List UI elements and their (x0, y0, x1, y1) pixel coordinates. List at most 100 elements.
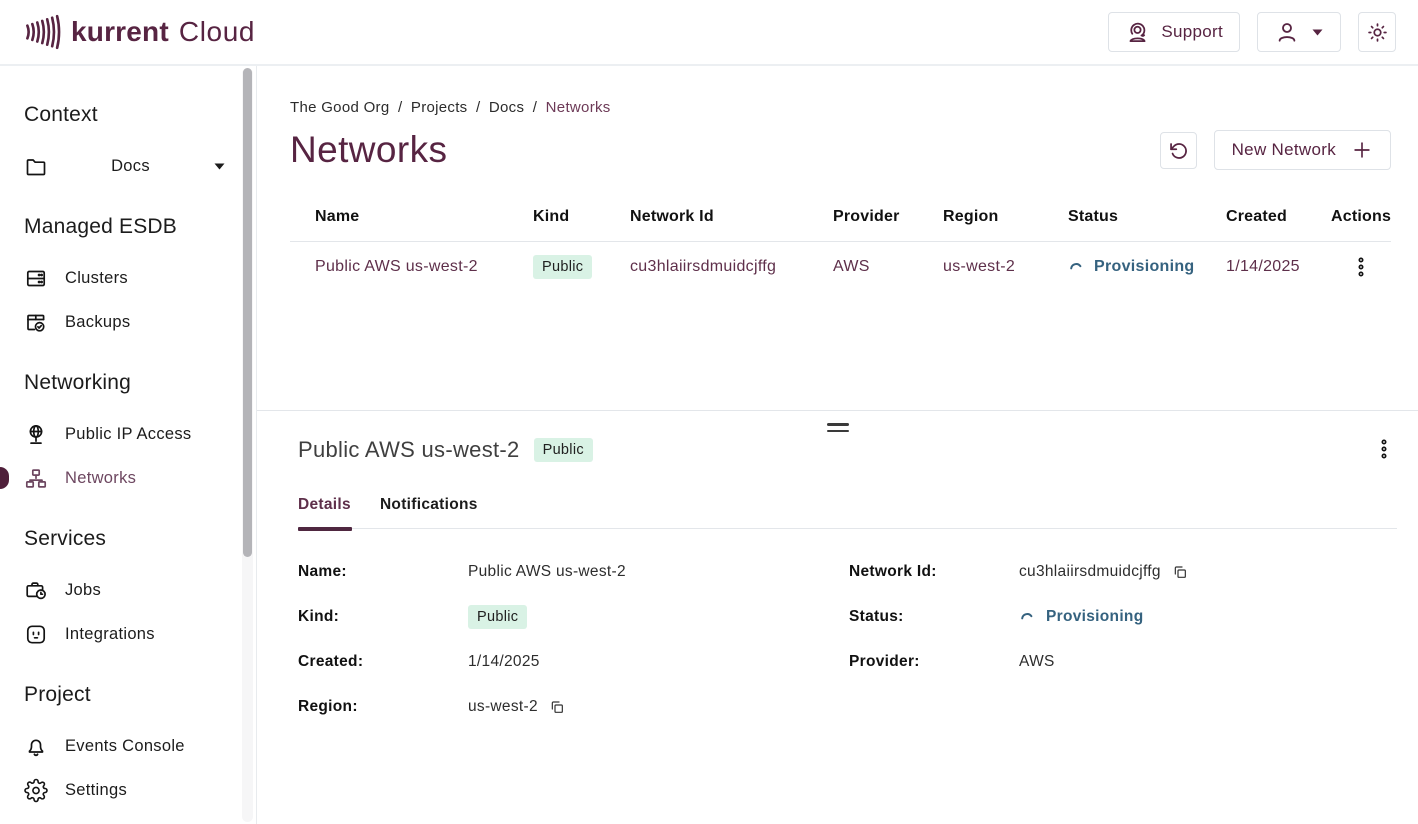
project-selector[interactable]: Docs (24, 154, 226, 178)
clusters-icon (26, 270, 46, 286)
panel-resize-handle[interactable] (826, 423, 849, 432)
sidebar-item-integrations[interactable]: Integrations (24, 622, 226, 646)
breadcrumb-projects[interactable]: Projects (410, 99, 468, 116)
sidebar-item-jobs[interactable]: Jobs (24, 578, 226, 602)
field-region: Region: us-west-2 (298, 695, 849, 719)
gear-icon (24, 778, 48, 802)
field-label: Created: (298, 653, 364, 670)
bell-icon (28, 738, 44, 756)
brand-logo[interactable]: kurrent Cloud (24, 13, 255, 51)
detail-fields: Name: Public AWS us-west-2 Kind: Public … (298, 560, 1394, 740)
main-content: The Good Org / Projects / Docs / Network… (257, 66, 1418, 824)
column-header-status[interactable]: Status (1068, 208, 1226, 242)
status-text: Provisioning (1094, 258, 1195, 275)
brand-suffix: Cloud (178, 16, 256, 47)
globe-icon (29, 424, 43, 444)
column-header-network-id[interactable]: Network Id (630, 208, 833, 242)
row-kebab-menu-button[interactable] (1331, 256, 1391, 278)
sidebar-heading-project: Project (24, 683, 91, 706)
sidebar-item-label: Backups (65, 312, 131, 331)
breadcrumb-org[interactable]: The Good Org (290, 99, 390, 116)
row-actions (1331, 256, 1391, 278)
active-item-indicator (0, 467, 9, 489)
breadcrumb-separator: / (475, 99, 481, 116)
row-name[interactable]: Public AWS us-west-2 (315, 258, 478, 275)
topbar-actions: Support (1108, 12, 1396, 52)
refresh-button[interactable] (1159, 131, 1197, 169)
copy-network-id-button[interactable] (1172, 564, 1188, 580)
column-header-provider[interactable]: Provider (833, 208, 943, 242)
sidebar: Context Docs Managed ESDB Clusters (0, 66, 257, 824)
field-value: cu3hlaiirsdmuidcjffg (1019, 563, 1161, 580)
sidebar-item-settings[interactable]: Settings (24, 778, 226, 802)
user-menu-button[interactable] (1257, 12, 1341, 52)
sidebar-item-label: Clusters (65, 268, 128, 287)
field-kind: Kind: Public (298, 605, 849, 629)
field-name: Name: Public AWS us-west-2 (298, 560, 849, 584)
theme-toggle-button[interactable] (1358, 12, 1396, 52)
page-title: Networks (290, 129, 448, 170)
sidebar-heading-services: Services (24, 527, 107, 550)
new-network-button[interactable]: New Network (1213, 130, 1391, 170)
sidebar-item-events-console[interactable]: Events Console (24, 734, 226, 758)
page-header: Networks New Network (290, 129, 1391, 171)
support-icon (1129, 22, 1146, 42)
detail-kebab-menu-button[interactable] (1374, 438, 1394, 463)
support-label: Support (1161, 22, 1223, 41)
support-button[interactable]: Support (1108, 12, 1240, 52)
row-kind: Public (533, 255, 630, 279)
brand-name: kurrent (71, 16, 169, 47)
copy-icon (1174, 566, 1186, 578)
column-header-created[interactable]: Created (1226, 208, 1331, 242)
spinner-icon (1070, 263, 1082, 270)
field-label: Provider: (849, 653, 920, 670)
sidebar-scrollbar-track[interactable] (242, 68, 253, 822)
chevron-down-icon (214, 163, 225, 169)
column-header-region[interactable]: Region (943, 208, 1068, 242)
breadcrumb-separator: / (397, 99, 403, 116)
field-status: Status: Provisioning (849, 605, 1394, 629)
sidebar-item-backups[interactable]: Backups (24, 310, 226, 334)
sidebar-item-networks[interactable]: Networks (0, 466, 226, 490)
sidebar-item-label: Settings (65, 780, 128, 799)
chevron-down-icon (1312, 29, 1323, 35)
tab-notifications[interactable]: Notifications (379, 496, 478, 513)
tab-details[interactable]: Details (298, 496, 351, 513)
breadcrumb-docs[interactable]: Docs (488, 99, 525, 116)
sidebar-item-label: Networks (65, 468, 137, 487)
column-header-actions: Actions (1331, 208, 1391, 242)
user-icon (1278, 23, 1296, 42)
field-value: Public AWS us-west-2 (468, 563, 626, 580)
folder-icon (26, 158, 46, 175)
field-label: Region: (298, 698, 358, 715)
sidebar-heading-networking: Networking (24, 371, 132, 394)
breadcrumb-current: Networks (545, 99, 611, 116)
field-network-id: Network Id: cu3hlaiirsdmuidcjffg (849, 560, 1394, 584)
sun-icon (1367, 22, 1387, 42)
networks-table: Name Kind Network Id Provider Region Sta… (290, 208, 1391, 292)
field-value: AWS (1019, 653, 1055, 670)
field-value: 1/14/2025 (468, 653, 540, 670)
sidebar-item-clusters[interactable]: Clusters (24, 266, 226, 290)
field-value: us-west-2 (468, 698, 538, 715)
detail-panel-header: Public AWS us-west-2 Public (298, 437, 1394, 463)
row-created: 1/14/2025 (1226, 258, 1300, 275)
sidebar-scrollbar-thumb[interactable] (243, 68, 252, 557)
sidebar-item-label: Jobs (65, 580, 102, 599)
copy-icon (551, 701, 563, 713)
row-network-id: cu3hlaiirsdmuidcjffg (630, 258, 777, 275)
copy-region-button[interactable] (549, 699, 565, 715)
column-header-kind[interactable]: Kind (533, 208, 630, 242)
field-label: Status: (849, 608, 904, 625)
detail-fields-left: Name: Public AWS us-west-2 Kind: Public … (298, 560, 849, 740)
column-header-name[interactable]: Name (315, 208, 533, 242)
page-actions: New Network (1159, 130, 1391, 170)
detail-kind-value-badge: Public (468, 605, 528, 629)
sidebar-item-label: Events Console (65, 736, 185, 755)
table-row[interactable]: Public AWS us-west-2 Public cu3hlaiirsdm… (290, 242, 1391, 292)
detail-kind-badge: Public (533, 438, 593, 462)
kind-badge: Public (533, 255, 593, 279)
table-header-spacer (290, 208, 315, 242)
sidebar-item-public-ip-access[interactable]: Public IP Access (24, 422, 226, 446)
